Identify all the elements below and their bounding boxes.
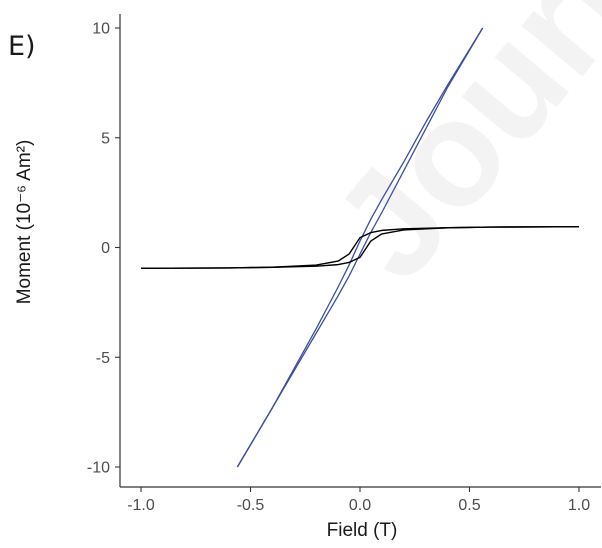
- series-2-branch-2-line: [140, 225, 580, 270]
- x-tick-label: 0.0: [349, 497, 371, 514]
- y-tick-label: 0: [101, 240, 110, 257]
- y-tick-label: 10: [92, 21, 110, 38]
- tick-group: -1.0 -0.5 0.0 0.5 1.0 -10 -5 0 5 10: [87, 21, 590, 515]
- x-tick-label: -1.0: [127, 497, 155, 514]
- panel-label: E): [8, 31, 36, 62]
- x-tick-label: -0.5: [237, 497, 265, 514]
- y-tick-label: -5: [96, 350, 110, 367]
- series-group: [140, 27, 580, 468]
- x-axis-title: Field (T): [327, 520, 398, 541]
- x-tick-label: 1.0: [568, 497, 590, 514]
- series-1-branch-2-line: [236, 27, 484, 468]
- series-1-branch-1-line: [236, 27, 484, 468]
- y-axis-title: Moment (10⁻⁶ Am²): [14, 140, 35, 305]
- x-tick-label: 0.5: [458, 497, 480, 514]
- y-tick-label: -10: [87, 460, 110, 477]
- y-tick-label: 5: [101, 130, 110, 147]
